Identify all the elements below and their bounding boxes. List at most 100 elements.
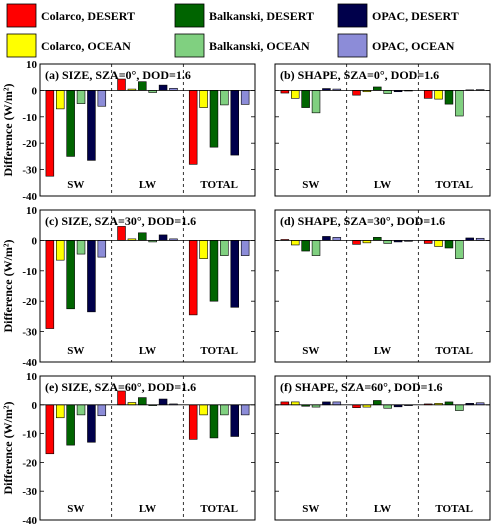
bar (87, 404, 96, 443)
bar (332, 237, 342, 241)
chart-panel: SW LW TOTAL -40 -30 -20 -10 0 10 (a) SIZE, SZA=0°… (22, 59, 256, 203)
bar (56, 404, 65, 419)
y-tick-label: 10 (26, 371, 38, 383)
bar (322, 236, 331, 241)
chart-panel: SW LW TOTAL (f) SHAPE, SZA=60°, DOD=1.6 (274, 375, 491, 521)
bar (138, 81, 147, 91)
bar (373, 86, 382, 91)
bar (209, 90, 219, 148)
bar (444, 240, 454, 249)
bar (434, 90, 443, 100)
bar (291, 401, 300, 406)
bar (76, 404, 86, 416)
y-tick-label: -20 (22, 296, 37, 308)
category-label: TOTAL (200, 503, 238, 515)
bar (352, 240, 361, 245)
bar (444, 401, 454, 406)
bar (188, 240, 198, 316)
bar (97, 90, 107, 107)
plot-frame (39, 209, 256, 363)
bar (87, 240, 96, 313)
y-tick-label: -30 (22, 327, 37, 339)
y-tick-label: -30 (22, 165, 37, 177)
bar (117, 226, 126, 241)
bar (97, 240, 107, 258)
legend-label: Balkanski, OCEAN (209, 39, 310, 53)
bar (230, 404, 239, 437)
category-label: TOTAL (435, 345, 473, 357)
y-axis-label: Difference (W/m²) (1, 401, 15, 494)
y-tick-label: -40 (22, 515, 37, 527)
y-tick-label: -20 (22, 138, 37, 150)
bar (423, 90, 433, 99)
legend-swatch (174, 3, 205, 28)
bar (383, 404, 392, 409)
bar (322, 401, 331, 406)
legend-label: Balkanski, DESERT (209, 9, 314, 23)
legend-swatch (337, 3, 368, 28)
bar (311, 240, 321, 256)
legend-label: Colarco, OCEAN (41, 39, 131, 53)
category-label: TOTAL (200, 179, 238, 191)
bar (280, 401, 290, 406)
legend-swatch (6, 33, 37, 58)
bar (66, 240, 75, 310)
bar (291, 90, 300, 99)
category-label: LW (374, 345, 391, 357)
y-tick-label: 10 (26, 205, 38, 217)
bar (87, 90, 96, 161)
category-label: LW (139, 503, 156, 515)
chart-panel: SW LW TOTAL -40 -30 -20 -10 0 10 (c) SIZE, SZA=30… (22, 205, 256, 369)
y-tick-label: -10 (22, 429, 37, 441)
bar (220, 90, 229, 106)
legend-swatch (6, 3, 37, 28)
bar (45, 404, 55, 455)
bar (45, 240, 55, 329)
bar (45, 90, 55, 177)
legend-label: OPAC, OCEAN (372, 39, 455, 53)
bar (240, 240, 250, 256)
y-tick-label: -10 (22, 112, 37, 124)
bar (455, 90, 464, 117)
bar (199, 240, 208, 259)
legend-swatch (174, 33, 205, 58)
bar (311, 90, 321, 114)
bar (240, 90, 250, 105)
plot-frame (274, 375, 491, 521)
bar (455, 240, 464, 259)
category-label: TOTAL (435, 503, 473, 515)
legend-swatch (337, 33, 368, 58)
legend: Colarco, DESERT Balkanski, DESERT OPAC, DE… (6, 3, 459, 58)
bar (373, 237, 382, 241)
y-tick-label: -40 (22, 357, 37, 369)
panel-title: (f) SHAPE, SZA=60°, DOD=1.6 (280, 380, 442, 394)
legend-label: OPAC, DESERT (372, 9, 459, 23)
category-label: TOTAL (200, 345, 238, 357)
bar (423, 240, 433, 244)
y-axis-label: Difference (W/m²) (1, 83, 15, 176)
bar (301, 90, 310, 108)
category-label: TOTAL (435, 179, 473, 191)
y-tick-label: -10 (22, 266, 37, 278)
panels: SW LW TOTAL -40 -30 -20 -10 0 10 (a) SIZE, SZA=0°… (22, 59, 491, 527)
bar (352, 404, 361, 408)
y-tick-label: -30 (22, 486, 37, 498)
category-label: SW (302, 179, 319, 191)
category-label: LW (374, 179, 391, 191)
bar (188, 90, 198, 165)
bar (188, 404, 198, 440)
category-label: SW (67, 503, 84, 515)
bar (76, 90, 86, 104)
panel-title: (e) SIZE, SZA=60°, DOD=1.6 (45, 380, 196, 394)
bar (240, 404, 250, 416)
legend-label: Colarco, DESERT (41, 9, 135, 23)
bar (138, 232, 147, 241)
bar (199, 90, 208, 108)
bar (332, 401, 342, 406)
bar (209, 240, 219, 302)
panel-title: (d) SHAPE, SZA=30°, DOD=1.6 (280, 214, 445, 228)
category-label: LW (139, 345, 156, 357)
y-tick-label: -40 (22, 191, 37, 203)
panel-title: (c) SIZE, SZA=30°, DOD=1.6 (45, 214, 196, 228)
